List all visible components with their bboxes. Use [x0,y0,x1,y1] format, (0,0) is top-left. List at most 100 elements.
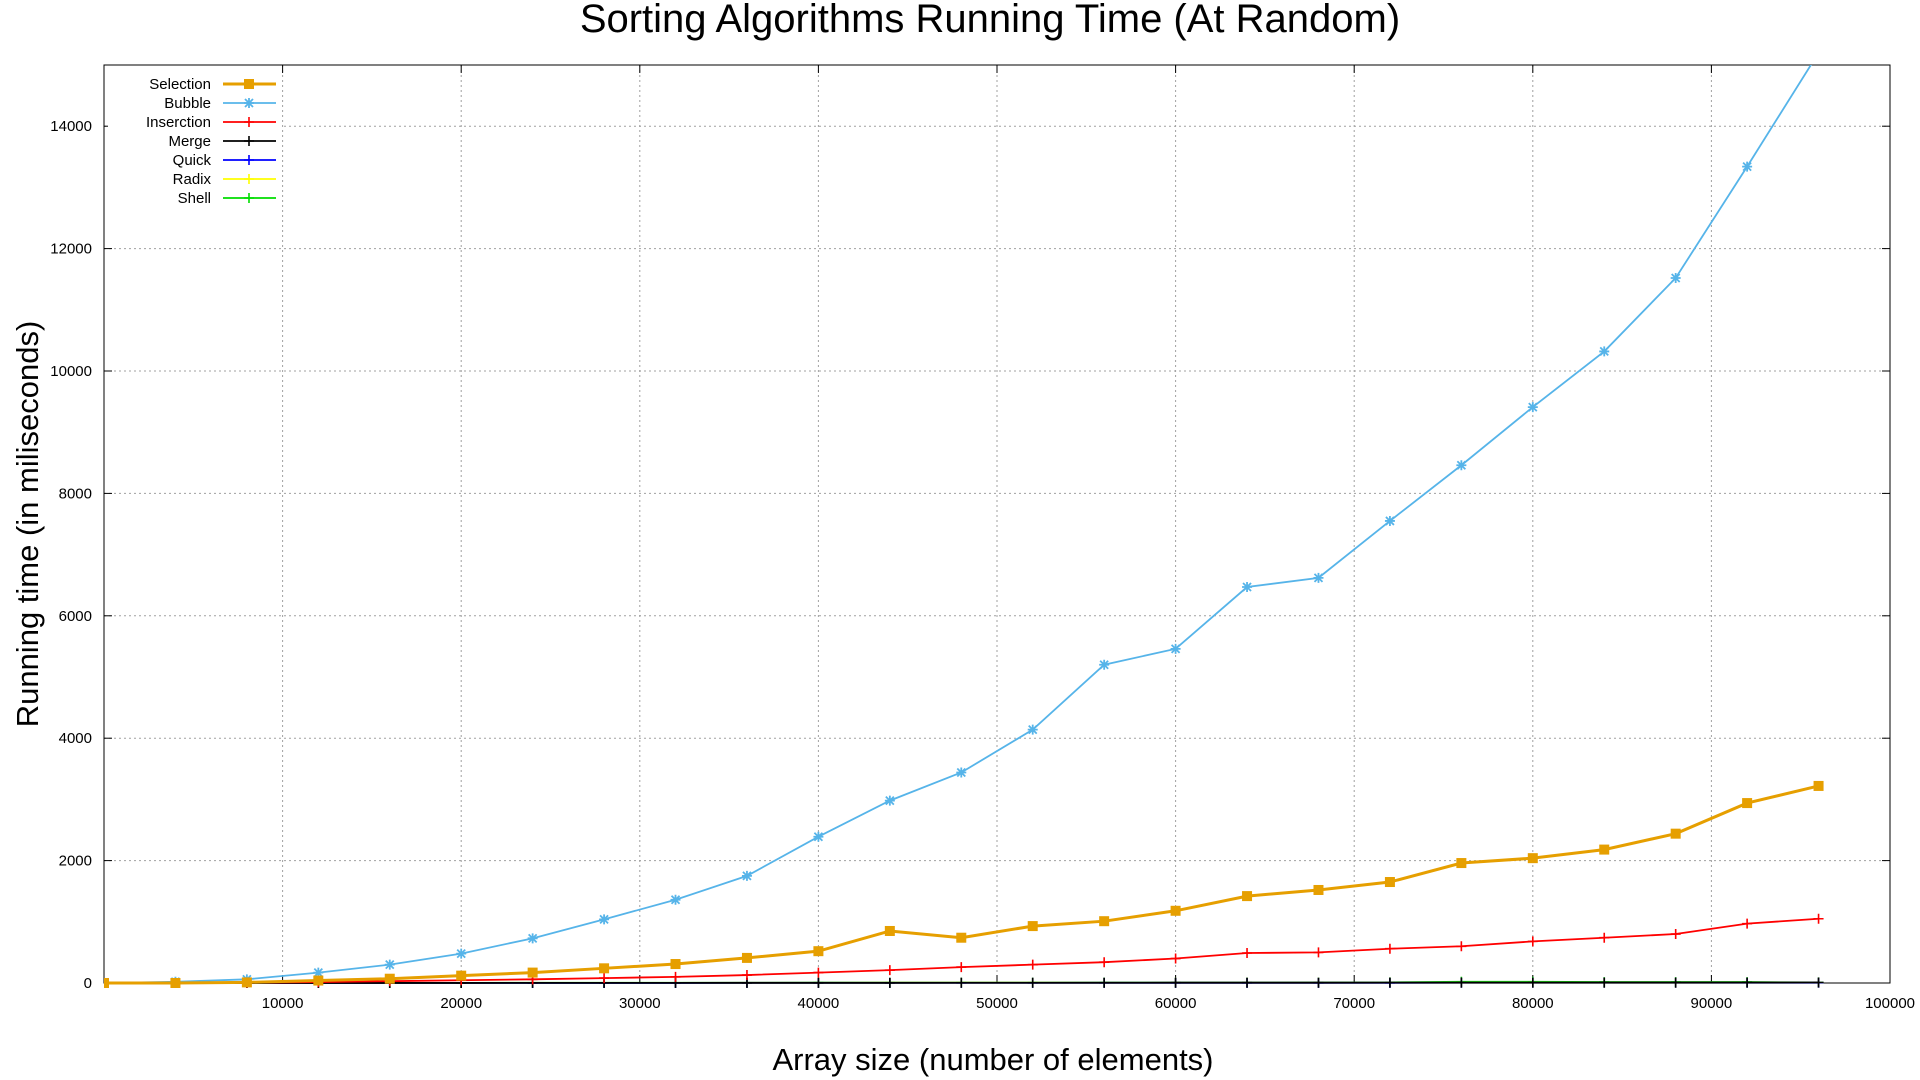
data-point-selection [527,967,538,978]
data-point-selection [741,952,752,963]
legend-label-inserction: Inserction [146,114,211,131]
data-point-bubble [1099,659,1110,670]
chart-title: Sorting Algorithms Running Time (At Rand… [580,0,1400,41]
series-bubble [104,65,1812,988]
data-point-inserction [1027,959,1038,970]
data-point-bubble [456,948,467,959]
series-line-selection [104,784,1819,985]
y-tick-label: 6000 [59,608,92,625]
y-tick-label: 8000 [59,485,92,502]
data-point-inserction [813,967,824,978]
series-selection [104,780,1824,988]
data-point-bubble [1456,460,1467,471]
x-tick-label: 90000 [1691,995,1733,1012]
legend-box [108,69,282,211]
legend-label-radix: Radix [173,171,212,188]
legend-marker-merge [244,136,254,146]
data-point-inserction [741,970,752,981]
data-point-selection [1313,884,1324,895]
data-point-bubble [1313,572,1324,583]
data-point-selection [884,925,895,936]
data-point-inserction [1670,929,1681,940]
legend-marker-bubble [244,98,254,108]
data-point-merge [1813,977,1824,988]
data-point-bubble [384,959,395,970]
legend-entry-quick: Quick [173,152,276,169]
data-point-merge [1456,977,1467,988]
legend-label-selection: Selection [149,76,211,93]
data-point-bubble [1670,272,1681,283]
data-point-bubble [1599,346,1610,357]
x-tick-label: 50000 [976,995,1018,1012]
data-point-merge [1384,977,1395,988]
series-inserction [104,913,1824,988]
series [104,65,1824,988]
data-point-selection [670,959,681,970]
x-tick-label: 70000 [1333,995,1375,1012]
data-point-bubble [527,933,538,944]
data-point-bubble [1027,724,1038,735]
series-line-bubble [104,65,1812,984]
legend-entry-merge: Merge [168,133,276,150]
data-point-merge [1027,977,1038,988]
data-point-merge [1742,977,1753,988]
data-point-inserction [1742,918,1753,929]
data-point-selection [384,973,395,984]
legend-label-shell: Shell [178,190,211,207]
legend-marker-selection [244,79,254,89]
y-tick-label: 2000 [59,853,92,870]
x-tick-label: 40000 [798,995,840,1012]
y-axis: 0 2000 4000 6000 8000 10000 12000 14000 [50,118,1890,992]
data-point-selection [241,977,252,988]
data-point-inserction [1527,936,1538,947]
x-tick-label: 20000 [440,995,482,1012]
data-point-bubble [813,831,824,842]
data-point-selection [1670,828,1681,839]
data-point-selection [104,978,109,988]
data-point-selection [456,970,467,981]
legend-marker-radix [244,174,254,184]
legend-label-bubble: Bubble [164,95,211,112]
data-point-inserction [670,971,681,982]
data-point-bubble [884,795,895,806]
data-point-selection [170,978,181,988]
y-tick-label: 4000 [59,730,92,747]
data-point-selection [599,963,610,974]
data-point-selection [1384,877,1395,888]
data-point-inserction [1384,943,1395,954]
data-point-inserction [1170,953,1181,964]
grid [104,65,1890,983]
data-point-inserction [599,973,610,984]
data-point-selection [956,932,967,943]
x-axis-label: Array size (number of elements) [772,1042,1213,1077]
y-tick-label: 12000 [50,241,92,258]
x-tick-label: 80000 [1512,995,1554,1012]
data-point-selection [1742,798,1753,809]
data-point-merge [1599,977,1610,988]
legend-entry-inserction: Inserction [146,114,276,131]
data-point-merge [1099,977,1110,988]
data-point-merge [813,977,824,988]
data-point-inserction [1813,913,1824,924]
y-tick-label: 10000 [50,363,92,380]
data-point-merge [1242,977,1253,988]
data-point-bubble [741,870,752,881]
data-point-merge [1170,977,1181,988]
x-tick-label: 60000 [1155,995,1197,1012]
data-point-selection [1242,891,1253,902]
x-axis: 10000 20000 30000 40000 50000 60000 70000 80000… [262,65,1915,1012]
data-point-bubble [599,914,610,925]
data-point-inserction [1599,932,1610,943]
data-point-merge [956,977,967,988]
data-point-inserction [956,962,967,973]
data-point-selection [1099,916,1110,927]
data-point-bubble [1170,643,1181,654]
data-point-selection [1599,844,1610,855]
data-point-bubble [956,767,967,778]
x-tick-label: 100000 [1865,995,1915,1012]
data-point-selection [1813,780,1824,791]
data-point-inserction [1099,957,1110,968]
data-point-selection [813,946,824,957]
legend-label-merge: Merge [168,133,211,150]
